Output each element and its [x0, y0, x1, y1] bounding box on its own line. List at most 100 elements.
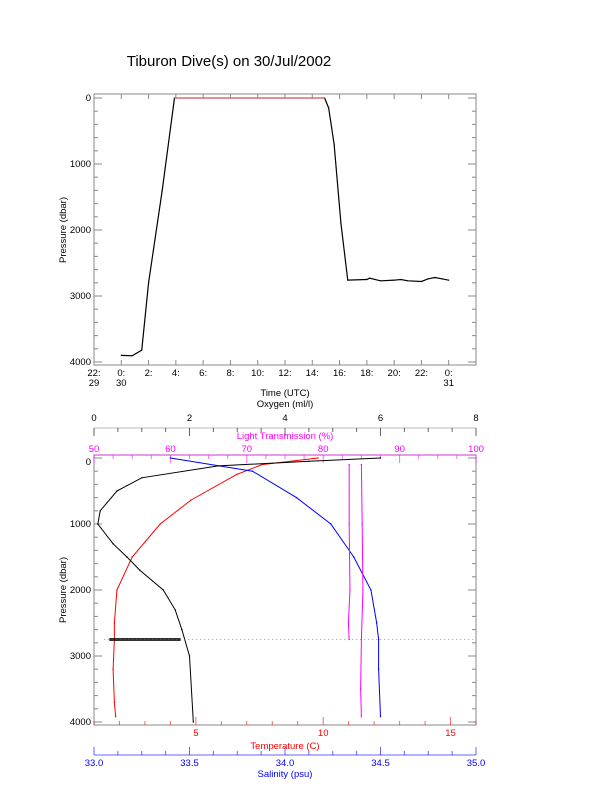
- top-x-tick-label: 6:: [199, 368, 207, 379]
- dive-pressure-point: [366, 278, 368, 281]
- bottom-y-tick-label: 3000: [70, 651, 91, 662]
- temperature-profile-point: [131, 556, 133, 558]
- temperature-tick-label: 15: [445, 728, 456, 739]
- dive-pressure-point: [333, 143, 335, 145]
- temperature-tick-label: 5: [193, 728, 198, 739]
- salinity-tick-label: 35.0: [467, 758, 486, 769]
- salinity-profile-point: [353, 556, 355, 558]
- salinity-tick-label: 33.5: [180, 758, 199, 769]
- oxygen-tick-label: 0: [91, 413, 96, 424]
- salinity-profile-point: [330, 523, 332, 525]
- top-x-tick-label: 16:: [333, 368, 346, 379]
- salinity-profile-point: [370, 589, 372, 591]
- top-x-tick-label: 0:: [117, 368, 125, 379]
- temperature-profile-point: [159, 523, 161, 525]
- top-y-tick-label: 3000: [70, 291, 91, 302]
- light-tick-label: 100: [468, 444, 484, 455]
- dive-pressure-point: [131, 355, 133, 357]
- temperature-profile-point: [112, 668, 114, 670]
- oxygen-tick-label: 6: [378, 413, 383, 424]
- top-x-tick-label: 29: [89, 378, 100, 389]
- temperature-profile-point: [317, 457, 319, 459]
- top-y-tick-label: 0: [86, 93, 91, 104]
- oxygen-profile-line: [97, 457, 381, 723]
- temperature-profile-point: [261, 463, 263, 466]
- temperature-profile-point: [190, 499, 192, 501]
- top-x-tick-label: 12:: [278, 368, 291, 379]
- light-tick-label: 90: [394, 444, 405, 455]
- oxygen-profile-point: [126, 556, 128, 558]
- light-axis-label: Light Transmission (%): [237, 431, 334, 442]
- dive-pressure-point: [393, 279, 395, 281]
- temperature-profile-point: [235, 473, 238, 476]
- dive-pressure-point: [328, 107, 330, 109]
- top-y-tick-label: 4000: [70, 357, 91, 368]
- bottom-plot-frame: [93, 454, 477, 726]
- temperature-profile-point: [113, 701, 116, 703]
- oxygen-profile-point: [181, 628, 183, 631]
- temperature-profile-line: [112, 457, 319, 717]
- light-profile-point: [348, 523, 350, 525]
- light-profile-point: [360, 463, 363, 466]
- bottom-y-tick-label: 1000: [70, 519, 91, 530]
- temperature-profile-point: [116, 589, 118, 591]
- salinity-profile-point: [169, 457, 172, 459]
- light-tick-label: 80: [318, 444, 329, 455]
- light-profile-point: [359, 688, 362, 690]
- salinity-profile-point: [379, 716, 382, 718]
- oxygen-tick-label: 2: [187, 413, 192, 424]
- light-profile-point: [362, 589, 364, 591]
- dive-pressure-point: [427, 278, 429, 280]
- top-x-tick-label: 20:: [388, 368, 401, 379]
- salinity-tick-label: 34.5: [371, 758, 390, 769]
- dive-pressure-point: [340, 222, 342, 224]
- top-x-tick-label: 8:: [226, 368, 234, 379]
- bottom-y-tick-label: 4000: [70, 717, 91, 728]
- dive-pressure-point: [434, 276, 436, 279]
- light-profile-point: [361, 523, 363, 525]
- oxygen-profile-point: [217, 465, 219, 467]
- oxygen-profile-point: [192, 721, 195, 723]
- oxygen-profile-point: [162, 589, 164, 591]
- oxygen-profile-point: [141, 477, 143, 479]
- oxygen-axis-label: Oxygen (ml/l): [257, 399, 313, 410]
- dive-pressure-point: [141, 349, 143, 351]
- oxygen-profile-point: [174, 609, 176, 611]
- top-plot-frame: [93, 93, 477, 366]
- oxygen-profile-point: [308, 460, 310, 462]
- figure-title: Tiburon Dive(s) on 30/Jul/2002: [127, 53, 332, 70]
- dive-pressure-point: [420, 280, 423, 283]
- light-profile-point: [348, 463, 350, 466]
- dive-pressure-point: [448, 279, 450, 281]
- oxygen-profile-point: [139, 569, 141, 571]
- top-x-tick-label: 31: [443, 378, 454, 389]
- top-x-tick-label: 14:: [306, 368, 319, 379]
- bottom-y-tick-label: 2000: [70, 585, 91, 596]
- dive-pressure-point: [368, 277, 371, 279]
- salinity-axis-label: Salinity (psu): [258, 769, 313, 780]
- temperature-tick-label: 10: [318, 728, 329, 739]
- oxygen-tick-label: 4: [282, 413, 287, 424]
- dive-pressure-point: [347, 279, 349, 281]
- light-profile-point: [360, 716, 363, 718]
- dive-pressure-point: [120, 354, 122, 356]
- oxygen-profile-point: [112, 543, 114, 545]
- temperature-axis-label: Temperature (C): [250, 741, 319, 752]
- top-x-tick-label: 30: [116, 378, 127, 389]
- light-profile-point: [349, 589, 351, 591]
- light-tick-label: 60: [165, 444, 176, 455]
- top-x-tick-label: 0:: [445, 368, 453, 379]
- top-xlabel: Time (UTC): [260, 388, 309, 399]
- top-x-tick-label: 22:: [87, 368, 100, 379]
- oxygen-tick-label: 8: [473, 413, 478, 424]
- temperature-profile-point: [114, 716, 117, 718]
- bottom-ylabel: Pressure (dbar): [58, 557, 69, 623]
- light-profile-line: [347, 464, 351, 640]
- dive-pressure-point: [400, 278, 402, 281]
- dive-pressure-point: [441, 278, 443, 280]
- oxygen-profile-point: [116, 490, 118, 492]
- salinity-profile-point: [377, 668, 380, 670]
- light-profile-line: [360, 464, 364, 717]
- top-x-tick-label: 4:: [172, 368, 180, 379]
